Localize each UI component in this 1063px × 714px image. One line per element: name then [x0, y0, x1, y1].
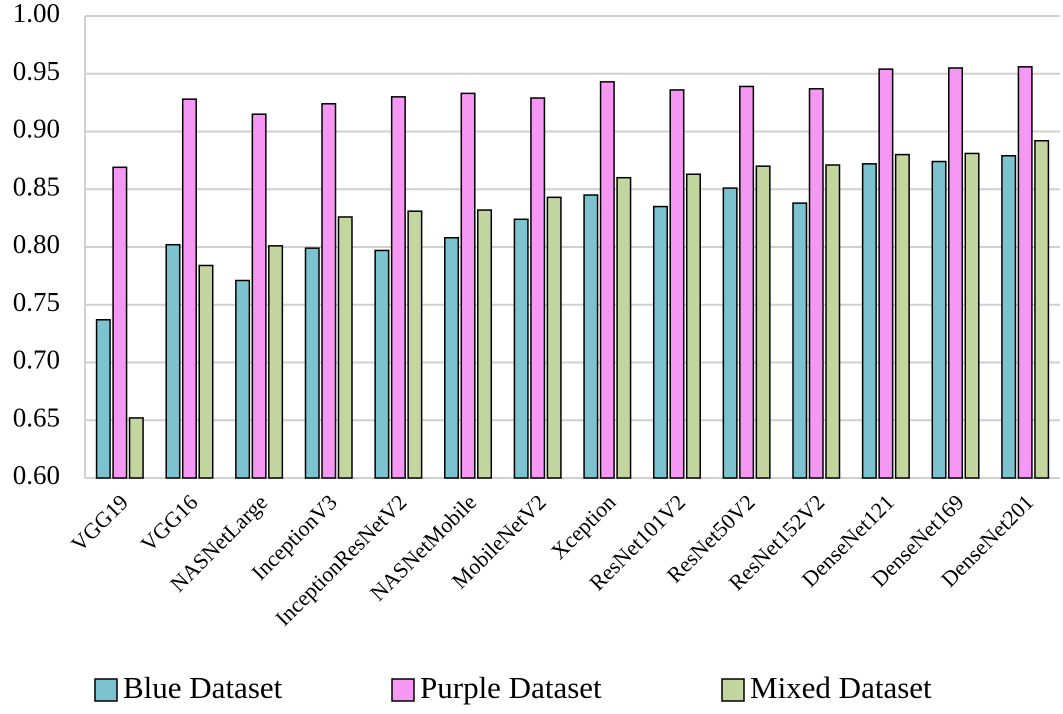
bar: [878, 68, 894, 479]
bar: [652, 205, 668, 479]
bar: [739, 85, 755, 479]
bar: [477, 209, 493, 479]
legend-label: Mixed Dataset: [750, 670, 932, 705]
bar: [198, 264, 214, 479]
bar: [616, 176, 632, 479]
bar: [669, 89, 685, 479]
bar: [337, 216, 353, 479]
legend-label: Blue Dataset: [123, 670, 283, 705]
bar: [128, 417, 144, 479]
y-tick-label: 0.65: [13, 402, 60, 432]
bar: [513, 218, 529, 479]
bar: [861, 163, 877, 479]
bar: [165, 243, 181, 479]
y-tick-label: 0.85: [13, 171, 60, 201]
bar: [374, 249, 390, 479]
bar: [755, 165, 771, 479]
y-tick-label: 0.70: [13, 345, 60, 375]
bar: [304, 247, 320, 479]
bar: [825, 164, 841, 479]
x-tick-label: VGG19: [66, 489, 133, 556]
y-tick-label: 1.00: [13, 0, 60, 28]
bar: [1017, 66, 1033, 479]
bar: [894, 153, 910, 479]
bar: [444, 237, 460, 479]
bar: [685, 173, 701, 479]
y-tick-label: 0.60: [13, 460, 60, 490]
bar: [390, 96, 406, 479]
bar: [792, 202, 808, 479]
bar: [235, 279, 251, 479]
bar: [1034, 139, 1050, 479]
legend-label: Purple Dataset: [420, 670, 602, 705]
bar: [1001, 155, 1017, 479]
bar: [722, 187, 738, 479]
bar: [181, 98, 197, 479]
bar: [268, 245, 284, 479]
bar: [599, 81, 615, 479]
bar: [964, 152, 980, 479]
bar: [948, 67, 964, 479]
bar: [112, 166, 128, 479]
bar: [931, 160, 947, 479]
bar: [321, 103, 337, 479]
bar: [546, 196, 562, 479]
y-tick-label: 0.75: [13, 287, 60, 317]
bar: [251, 113, 267, 479]
y-tick-label: 0.80: [13, 229, 60, 259]
bar: [95, 319, 111, 479]
bar: [460, 92, 476, 479]
x-tick-label: VGG16: [136, 489, 203, 556]
y-tick-label: 0.95: [13, 56, 60, 86]
legend-swatch: [94, 678, 118, 702]
x-tick-label: InceptionResNetV2: [270, 489, 411, 630]
bar: [530, 97, 546, 479]
legend-swatch: [391, 678, 415, 702]
bar: [808, 88, 824, 479]
bar: [407, 210, 423, 479]
bar: [583, 194, 599, 479]
y-tick-label: 0.90: [13, 114, 60, 144]
legend-swatch: [721, 678, 745, 702]
